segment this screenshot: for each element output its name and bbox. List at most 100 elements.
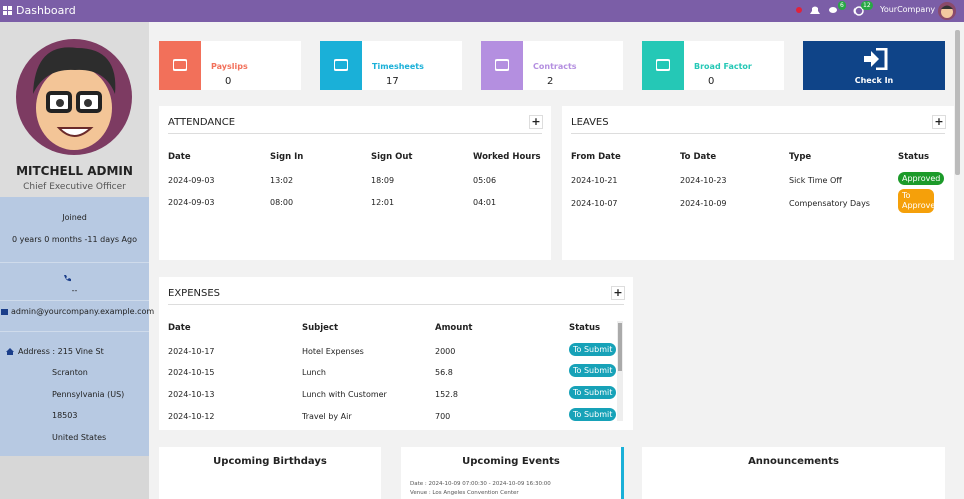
cell: 08:00 [270,198,294,207]
activity-icon[interactable] [854,5,864,17]
address: Address : 215 Vine St [18,347,104,356]
tile-label: Payslips [211,62,248,71]
check-in-button[interactable]: Check In [803,41,945,90]
phone: -- [71,286,78,295]
status-badge[interactable]: To Submit [569,408,617,421]
attendance-card: ATTENDANCE + Date Sign In Sign Out Worked Hou… [159,106,551,260]
tile-icon [159,41,201,90]
cell: 2024-10-21 [571,176,618,185]
cell: 2024-10-07 [571,199,618,208]
profile-job: Chief Executive Officer [23,182,126,192]
divider [0,331,149,332]
column-header: Status [569,323,601,333]
tile[interactable]: Contracts 2 [481,41,623,90]
tile-label: Broad Factor [694,62,752,71]
cell: Lunch [302,368,326,377]
cell: Travel by Air [302,412,352,421]
column-header: Sign Out [371,152,413,162]
expenses-card: EXPENSES + Date Subject Amount Status 2024-10-… [159,277,633,430]
event-date: Date : 2024-10-09 07:00:30 - 2024-10-09 … [410,481,551,487]
card-divider [168,133,542,134]
tile-label: Contracts [533,62,577,71]
announcements-card: Announcements [642,447,945,499]
cell: 18:09 [371,176,395,185]
cell: 2024-10-15 [168,368,215,377]
column-header: To Date [680,152,717,162]
status-badge[interactable]: To Submit [569,364,617,377]
cell: 2024-10-12 [168,412,215,421]
user-avatar[interactable] [938,2,956,20]
tile-glyph [656,59,670,71]
events-title: Upcoming Events [462,456,560,467]
tile-icon [642,41,684,90]
joined-label: Joined [62,213,87,222]
card-divider [168,304,624,305]
chat-badge: 6 [838,1,846,10]
cell: 2024-10-09 [680,199,727,208]
tile-glyph [495,59,509,71]
announcements-title: Announcements [748,456,839,467]
status-badge[interactable]: To Submit [569,343,617,356]
joined-value: 0 years 0 months -11 days Ago [12,235,137,244]
tile-icon [481,41,523,90]
cell: 56.8 [435,368,453,377]
email: admin@yourcompany.example.com [11,307,155,316]
tile-value: 0 [225,76,232,87]
cell: 2024-10-13 [168,390,215,399]
apps-icon[interactable] [3,6,13,16]
cell: Hotel Expenses [302,347,364,356]
cell: 152.8 [435,390,458,399]
cell: 2024-09-03 [168,198,215,207]
tile-label: Timesheets [372,62,424,71]
tile-value: 17 [386,76,399,87]
status-badge: Approved [898,172,945,185]
tile[interactable]: Broad Factor 0 [642,41,784,90]
scroll-thumb[interactable] [618,323,622,371]
tile-glyph [334,59,348,71]
address-line: Pennsylvania (US) [52,389,125,399]
add-icon[interactable]: + [611,286,625,300]
column-header: From Date [571,152,621,162]
add-icon[interactable]: + [529,115,543,129]
leaves-card: LEAVES + From Date To Date Type Status 2024-10… [562,106,954,260]
cell: 2024-10-23 [680,176,727,185]
tile[interactable]: Timesheets 17 [320,41,462,90]
nav-title[interactable]: Dashboard [16,4,76,17]
cell: 2000 [435,347,456,356]
birthdays-card: Upcoming Birthdays [159,447,381,499]
column-header: Type [789,152,812,162]
card-title: EXPENSES [168,288,221,299]
home-icon [6,348,14,355]
table-scrollbar[interactable] [617,321,623,421]
column-header: Status [898,152,930,162]
card-title: LEAVES [571,117,609,128]
status-badge[interactable]: To Submit [569,386,617,399]
cell: 04:01 [473,198,497,207]
cell: Compensatory Days [789,199,870,208]
birthdays-title: Upcoming Birthdays [213,456,327,467]
profile-name: MITCHELL ADMIN [16,164,133,178]
activity-badge: 12 [861,1,873,10]
tile[interactable]: Payslips 0 [159,41,301,90]
nav-icons[interactable] [795,5,855,19]
column-header: Date [168,152,191,162]
page-scrollbar[interactable] [955,30,960,175]
cell: 12:01 [371,198,395,207]
cell: 2024-10-17 [168,347,215,356]
profile-avatar [16,39,132,155]
cell: Sick Time Off [789,176,842,185]
address-line: 18503 [52,411,78,420]
card-divider [571,133,945,134]
cell: 05:06 [473,176,497,185]
cell: 700 [435,412,451,421]
add-icon[interactable]: + [932,115,946,129]
column-header: Sign In [270,152,304,162]
cell: 13:02 [270,176,294,185]
status-badge: To Approve [898,189,935,213]
company[interactable]: YourCompany [880,5,936,14]
address-line: United States [52,432,107,442]
tile-value: 0 [708,76,715,87]
tile-glyph [173,59,187,71]
column-header: Worked Hours [473,152,541,162]
cell: 2024-09-03 [168,176,215,185]
